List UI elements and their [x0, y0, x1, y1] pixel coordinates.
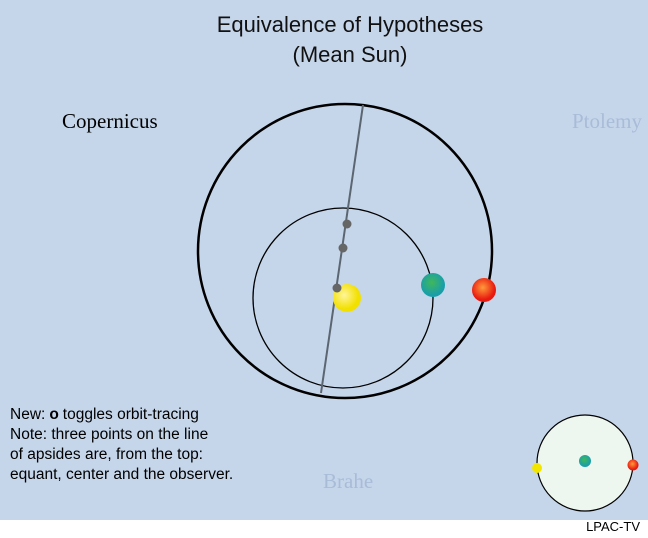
mars: [472, 278, 496, 302]
equant: [343, 220, 352, 229]
inset-sun: [532, 463, 542, 473]
note-line: of apsides are, from the top:: [10, 445, 233, 465]
note-text: toggles orbit-tracing: [63, 406, 199, 423]
screen: Equivalence of Hypotheses (Mean Sun) Cop…: [0, 0, 648, 538]
note-line: Note: three points on the line: [10, 425, 233, 445]
notes: New:o toggles orbit-tracing Note: three p…: [10, 405, 233, 485]
note-text: New:: [10, 406, 45, 423]
label-ptolemy: Ptolemy: [572, 109, 643, 133]
earth: [421, 273, 445, 297]
observer: [333, 284, 342, 293]
footer: LPAC-TV: [586, 519, 640, 534]
subtitle: (Mean Sun): [293, 42, 408, 67]
label-copernicus: Copernicus: [62, 109, 158, 133]
title: Equivalence of Hypotheses: [217, 12, 484, 37]
note-key: o: [49, 406, 58, 423]
inset-earth: [579, 455, 591, 467]
inset-mars: [628, 460, 639, 471]
center: [339, 244, 348, 253]
note-line: New:o toggles orbit-tracing: [10, 405, 233, 425]
label-brahe: Brahe: [323, 469, 373, 493]
note-line: equant, center and the observer.: [10, 465, 233, 485]
